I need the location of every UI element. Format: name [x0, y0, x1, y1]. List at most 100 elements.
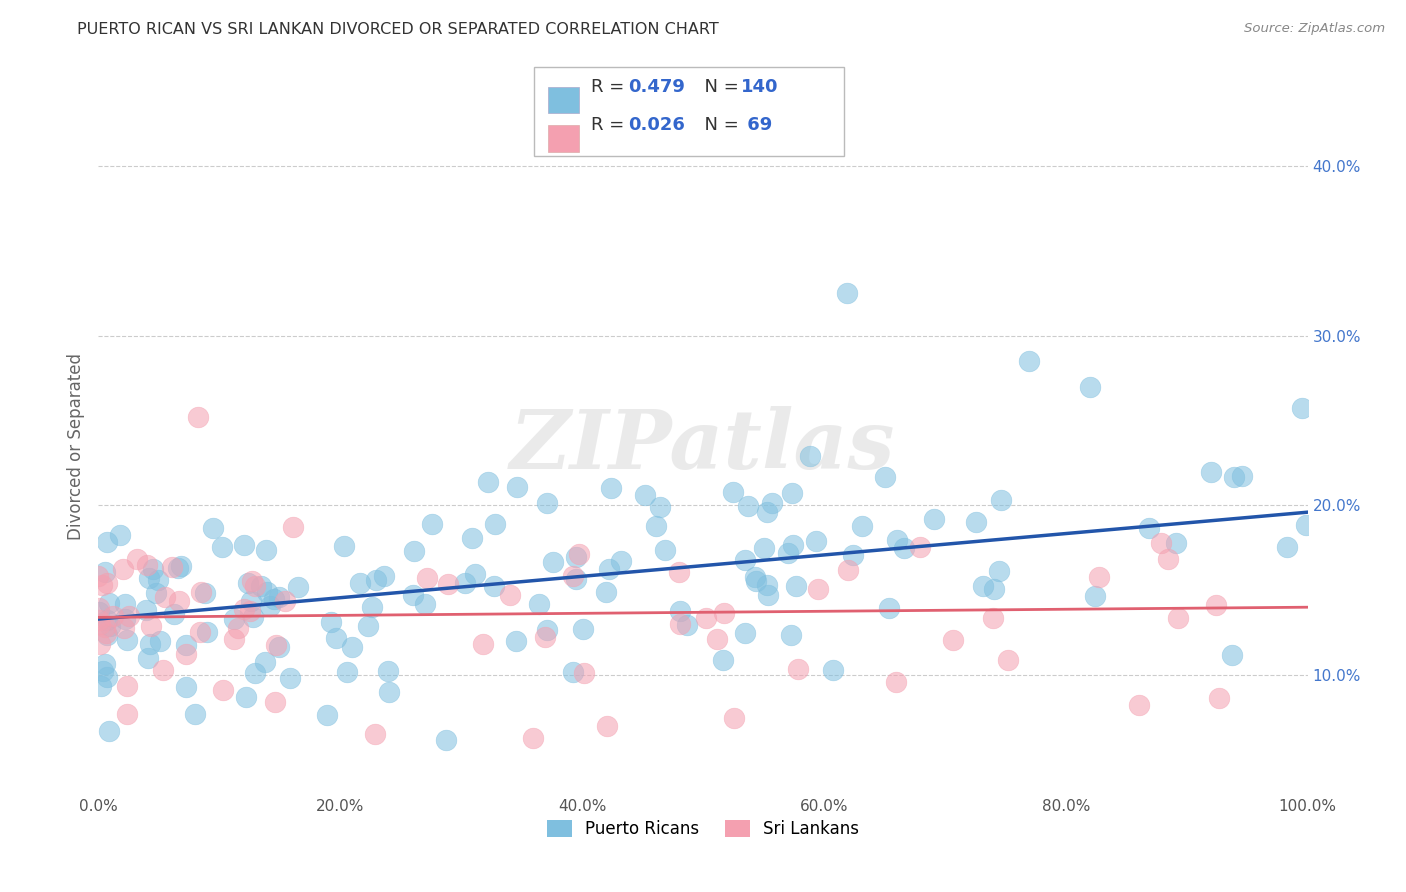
- Point: [269, 640, 291, 655]
- Point: [1166, 535, 1188, 549]
- Point: [711, 653, 734, 667]
- Point: [1220, 648, 1243, 662]
- Point: [87, 601, 110, 615]
- Text: 69: 69: [741, 116, 772, 134]
- Point: [360, 600, 382, 615]
- Point: [595, 719, 617, 733]
- Point: [236, 575, 259, 590]
- Point: [737, 499, 759, 513]
- Point: [821, 663, 844, 677]
- Point: [87, 613, 110, 627]
- Point: [263, 592, 285, 607]
- Text: PUERTO RICAN VS SRI LANKAN DIVORCED OR SEPARATED CORRELATION CHART: PUERTO RICAN VS SRI LANKAN DIVORCED OR S…: [77, 22, 718, 37]
- Point: [600, 481, 623, 495]
- Point: [668, 566, 690, 580]
- Point: [377, 664, 399, 678]
- Point: [841, 548, 863, 562]
- Point: [534, 631, 557, 645]
- Text: ZIPatlas: ZIPatlas: [510, 406, 896, 486]
- Point: [101, 609, 124, 624]
- Point: [983, 611, 1005, 625]
- Point: [1088, 570, 1111, 584]
- Point: [232, 601, 254, 615]
- Point: [98, 619, 121, 633]
- Point: [676, 618, 699, 632]
- Point: [174, 638, 197, 652]
- Text: 0.479: 0.479: [628, 78, 685, 95]
- Point: [235, 690, 257, 705]
- Point: [163, 607, 186, 622]
- Point: [543, 555, 565, 569]
- Point: [1137, 521, 1160, 535]
- Text: R =: R =: [591, 78, 630, 95]
- Point: [745, 574, 768, 588]
- Point: [202, 521, 225, 535]
- Point: [436, 577, 458, 591]
- Point: [87, 569, 110, 583]
- Point: [139, 637, 162, 651]
- Point: [264, 638, 287, 652]
- Point: [1205, 598, 1227, 612]
- Point: [756, 505, 779, 519]
- Point: [249, 579, 271, 593]
- Point: [364, 573, 387, 587]
- Point: [536, 496, 558, 510]
- Point: [453, 575, 475, 590]
- Point: [96, 613, 118, 627]
- Point: [274, 594, 297, 608]
- Text: R =: R =: [591, 116, 630, 134]
- Point: [886, 533, 908, 547]
- Point: [96, 670, 118, 684]
- Point: [562, 569, 585, 583]
- Point: [568, 547, 591, 561]
- Point: [713, 606, 735, 620]
- Point: [484, 516, 506, 531]
- Point: [316, 708, 339, 723]
- Point: [482, 579, 505, 593]
- Point: [167, 561, 190, 575]
- Point: [1084, 590, 1107, 604]
- Point: [875, 470, 897, 484]
- Point: [634, 488, 657, 502]
- Point: [837, 286, 859, 301]
- Point: [111, 562, 134, 576]
- Point: [877, 601, 900, 615]
- Point: [574, 666, 596, 681]
- Point: [402, 544, 425, 558]
- Point: [94, 657, 117, 671]
- Point: [142, 561, 165, 575]
- Point: [1157, 551, 1180, 566]
- Point: [972, 579, 994, 593]
- Point: [240, 594, 263, 608]
- Point: [780, 486, 803, 500]
- Point: [93, 565, 115, 579]
- Point: [420, 516, 443, 531]
- Point: [799, 449, 821, 463]
- Point: [472, 637, 495, 651]
- Point: [149, 634, 172, 648]
- Point: [278, 671, 301, 685]
- Point: [761, 496, 783, 510]
- Point: [364, 727, 387, 741]
- Point: [650, 500, 672, 514]
- Text: N =: N =: [693, 78, 745, 95]
- Point: [461, 532, 484, 546]
- Point: [97, 596, 120, 610]
- Point: [146, 573, 169, 587]
- Point: [174, 648, 197, 662]
- Point: [754, 541, 776, 556]
- Point: [118, 609, 141, 624]
- Y-axis label: Divorced or Separated: Divorced or Separated: [66, 352, 84, 540]
- Point: [340, 640, 363, 655]
- Point: [851, 519, 873, 533]
- Point: [1223, 470, 1246, 484]
- Point: [734, 552, 756, 566]
- Text: 140: 140: [741, 78, 779, 95]
- Point: [402, 588, 425, 602]
- Point: [96, 534, 118, 549]
- Point: [609, 554, 631, 568]
- Point: [325, 632, 347, 646]
- Point: [243, 579, 266, 593]
- Point: [194, 586, 217, 600]
- Point: [254, 542, 277, 557]
